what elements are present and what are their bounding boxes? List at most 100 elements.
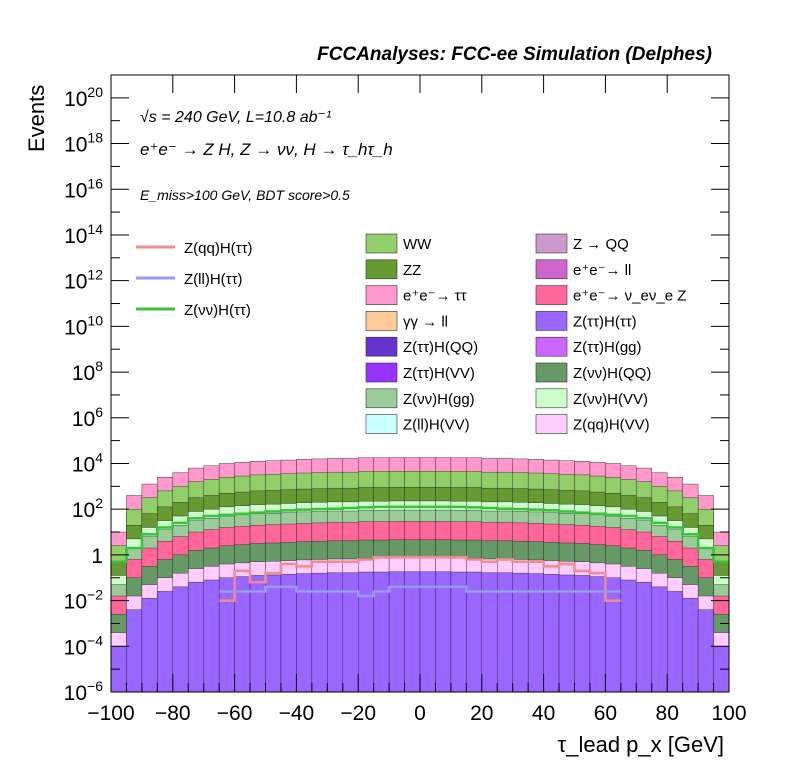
legend-swatch — [365, 311, 398, 331]
x-tick-label: −80 — [155, 702, 191, 725]
histogram-bar — [373, 571, 390, 693]
histogram-bar — [157, 591, 174, 693]
legend-swatch — [535, 233, 568, 254]
legend-swatch — [365, 285, 398, 305]
y-axis: 10−6 10−4 10−2 1 102 104 106 108 1010 1012 1014 101… — [64, 84, 729, 705]
histogram-bar — [141, 598, 158, 693]
histogram-bar — [203, 579, 220, 693]
legend-label: Z(νν)H(QQ) — [573, 365, 651, 382]
x-axis-label: τ_lead p_x [GeV] — [558, 732, 724, 757]
x-tick-label: 100 — [711, 702, 746, 725]
legend-swatch — [365, 233, 398, 254]
y-axis-label: Events — [24, 85, 49, 152]
histogram-bar — [218, 577, 235, 693]
legend-label: e⁺e⁻→ ττ — [403, 288, 467, 305]
y-tick-label: 1018 — [64, 130, 103, 157]
histogram-bar — [466, 571, 483, 693]
histogram-bar — [358, 571, 374, 693]
y-tick-label: 1020 — [64, 84, 103, 111]
legend-label: Z(νν)H(ττ) — [184, 302, 251, 319]
legend-label: Z(νν)H(VV) — [573, 391, 648, 408]
histogram-bar — [651, 586, 668, 693]
y-tick-label: 1016 — [64, 175, 103, 202]
legend-label: Z(ττ)H(QQ) — [403, 339, 478, 356]
legend-swatch — [535, 336, 568, 357]
histogram-bar — [265, 574, 282, 693]
histogram-bar — [450, 571, 467, 693]
histogram-bar — [574, 575, 591, 693]
signal-line — [111, 505, 729, 563]
legend-swatch — [535, 259, 568, 280]
y-tick-label: 106 — [72, 404, 103, 431]
y-tick-label: 1012 — [64, 267, 103, 294]
histogram-bar — [249, 575, 266, 693]
legend-swatch — [535, 311, 568, 331]
legend-label: Z(ττ)H(ττ) — [573, 313, 637, 330]
x-axis: −100 −80 −60 −40 −20 0 20 40 60 80 100 — [87, 75, 747, 725]
y-tick-label: 104 — [72, 449, 103, 476]
legend-label: e⁺e⁻→ ν_eν_e Z — [573, 288, 686, 305]
histogram-stack — [110, 457, 730, 693]
y-tick-label: 10−4 — [64, 632, 104, 659]
legend-swatch — [535, 388, 568, 409]
legend-swatch — [365, 259, 398, 280]
histogram-bar — [697, 609, 714, 693]
legend-swatch — [535, 414, 568, 434]
legend-swatch — [365, 362, 398, 383]
legend-label: Z → QQ — [573, 236, 629, 253]
histogram-bar — [280, 574, 297, 693]
legend-label: e⁺e⁻→ ll — [573, 262, 631, 279]
histogram-bar — [419, 571, 436, 693]
y-tick-label: 1 — [91, 545, 103, 568]
legend-swatch — [365, 336, 398, 357]
signal-line — [219, 585, 621, 598]
histogram-bar — [682, 598, 699, 693]
x-tick-label: −40 — [279, 702, 315, 725]
histogram-bar — [188, 582, 204, 693]
signal-legend: Z(qq)H(ττ) Z(ll)H(ττ) Z(νν)H(ττ) — [136, 240, 253, 319]
x-tick-label: 0 — [414, 702, 426, 725]
signal-curves — [111, 505, 729, 602]
legend-label: Z(ll)H(ττ) — [184, 271, 243, 288]
legend-label: WW — [403, 236, 432, 253]
histogram-bar — [620, 579, 637, 693]
y-tick-label: 108 — [72, 358, 103, 385]
signal-line — [219, 555, 621, 602]
x-tick-label: −100 — [87, 702, 134, 725]
annotation-selection: E_miss>100 GeV, BDT score>0.5 — [140, 187, 350, 203]
y-tick-label: 10−6 — [64, 678, 104, 705]
histogram-bar — [667, 591, 683, 693]
legend-label: ZZ — [403, 262, 421, 279]
x-tick-label: 40 — [532, 702, 555, 725]
legend-label: Z(ττ)H(VV) — [403, 365, 475, 382]
histogram-bar — [234, 576, 251, 693]
histogram-bar — [435, 571, 452, 693]
legend-label: γγ → ll — [403, 313, 448, 330]
legend-label: Z(νν)H(gg) — [403, 391, 475, 408]
histogram-bar — [404, 571, 421, 693]
legend-swatch — [365, 414, 398, 434]
histogram-bar — [172, 586, 189, 693]
histogram-bar — [388, 571, 405, 693]
legend-label: Z(ll)H(VV) — [403, 417, 470, 434]
x-tick-label: −60 — [217, 702, 253, 725]
legend-label: Z(qq)H(ττ) — [184, 240, 253, 257]
legend-swatch — [535, 285, 568, 305]
histogram-bar — [636, 582, 652, 693]
y-tick-label: 102 — [72, 495, 103, 522]
legend-label: Z(ττ)H(gg) — [573, 339, 642, 356]
y-tick-label: 1010 — [64, 312, 103, 339]
x-tick-label: 20 — [470, 702, 493, 725]
x-tick-label: 60 — [594, 702, 617, 725]
x-tick-label: −20 — [340, 702, 376, 725]
histogram-bar — [589, 576, 606, 693]
x-tick-label: 80 — [656, 702, 679, 725]
legend-label: Z(qq)H(VV) — [573, 417, 650, 434]
background-legend: WW Z → QQ ZZ e⁺e⁻→ ll e⁺e⁻→ ττ e⁺e⁻→ ν_eν_e Z… — [365, 233, 686, 434]
annotation-process: e⁺e⁻ → Z H, Z → νν, H → τ_hτ_h — [140, 140, 393, 159]
legend-swatch — [365, 388, 398, 409]
chart-title: FCCAnalyses: FCC-ee Simulation (Delphes) — [317, 44, 712, 65]
histogram-bar — [126, 609, 143, 693]
y-tick-label: 1014 — [64, 221, 103, 248]
